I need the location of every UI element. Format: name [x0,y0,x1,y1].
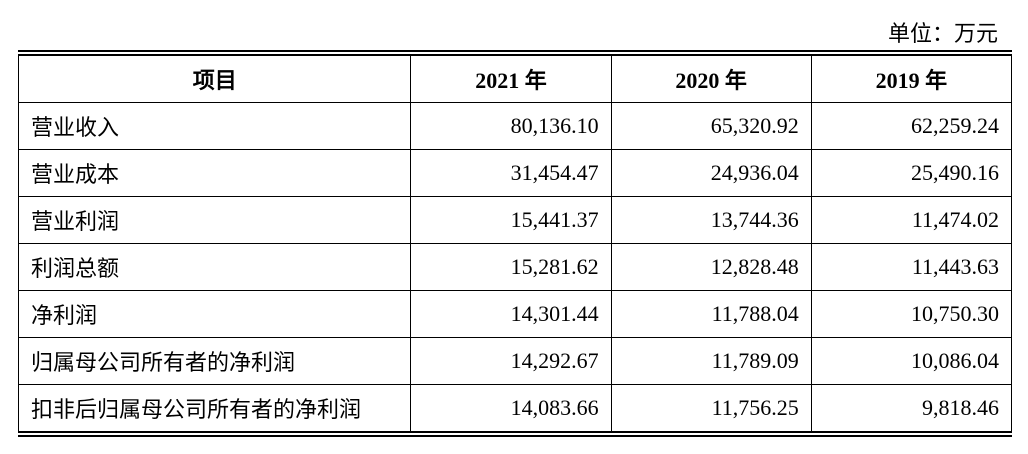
unit-label: 单位：万元 [887,21,998,46]
row-label: 扣非后归属母公司所有者的净利润 [17,384,412,434]
value-cell: 11,756.25 [610,384,812,434]
value-cell: 80,136.10 [410,102,612,150]
row-label: 营业利润 [17,196,412,244]
table-row: 利润总额 15,281.62 12,828.48 11,443.63 [17,243,1013,291]
value-cell: 65,320.92 [610,102,812,150]
financial-table: 项目 2021 年 2020 年 2019 年营业收入 80,136.10 65,320.… [17,50,1013,437]
row-label: 归属母公司所有者的净利润 [17,337,412,385]
row-label: 营业成本 [17,149,412,197]
value-cell: 62,259.24 [810,102,1013,150]
value-cell: 12,828.48 [610,243,812,291]
table-row: 净利润 14,301.44 11,788.04 10,750.30 [17,290,1013,338]
value-cell: 9,818.46 [810,384,1013,434]
value-cell: 13,744.36 [610,196,812,244]
value-cell: 24,936.04 [610,149,812,197]
value-cell: 15,441.37 [410,196,612,244]
table-row: 归属母公司所有者的净利润 14,292.67 11,789.09 10,086.04 [17,337,1013,385]
value-cell: 10,750.30 [810,290,1013,338]
header-cell: 项目 [17,53,412,103]
value-cell: 11,443.63 [810,243,1013,291]
value-cell: 11,789.09 [610,337,812,385]
value-cell: 11,474.02 [810,196,1013,244]
value-cell: 14,292.67 [410,337,612,385]
value-cell: 14,301.44 [410,290,612,338]
table-row: 扣非后归属母公司所有者的净利润 14,083.66 11,756.25 9,818.4… [17,384,1013,434]
value-cell: 31,454.47 [410,149,612,197]
row-label: 净利润 [17,290,412,338]
table-row: 营业收入 80,136.10 65,320.92 62,259.24 [17,102,1013,150]
value-cell: 15,281.62 [410,243,612,291]
value-cell: 25,490.16 [810,149,1013,197]
header-row: 项目 2021 年 2020 年 2019 年 [17,53,1013,103]
table-row: 营业成本 31,454.47 24,936.04 25,490.16 [17,149,1013,197]
header-cell: 2020 年 [610,53,812,103]
value-cell: 14,083.66 [410,384,612,434]
header-cell: 2021 年 [410,53,612,103]
table-row: 营业利润 15,441.37 13,744.36 11,474.02 [17,196,1013,244]
row-label: 利润总额 [17,243,412,291]
value-cell: 10,086.04 [810,337,1013,385]
value-cell: 11,788.04 [610,290,812,338]
row-label: 营业收入 [17,102,412,150]
header-cell: 2019 年 [810,53,1013,103]
